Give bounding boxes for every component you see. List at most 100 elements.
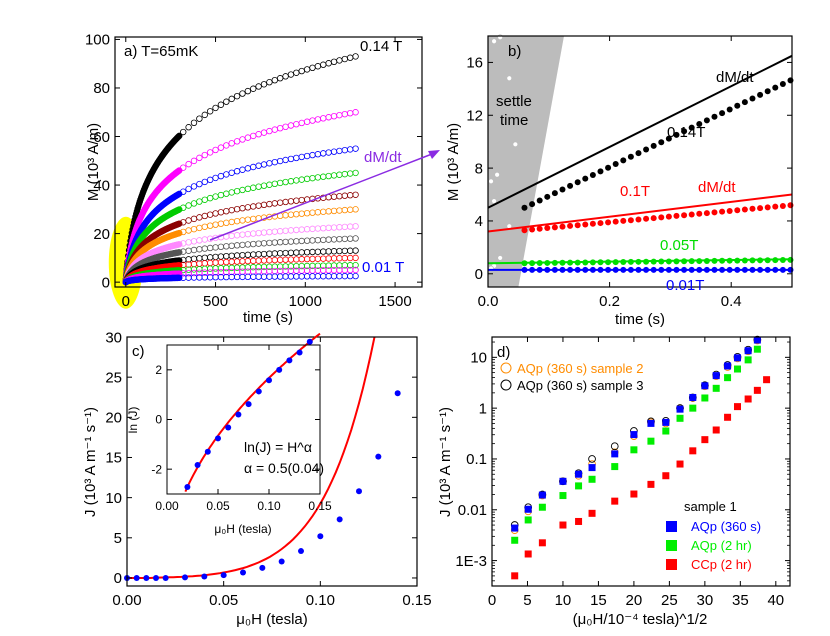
data-point [223,171,230,178]
data-point [206,176,214,184]
data-point [278,558,285,565]
data-point [206,211,214,218]
data-point [538,491,546,499]
data-point [741,206,748,213]
panel-d-xlabel: (μ₀H/10⁻⁴ tesla)^1/2 [573,611,708,628]
data-point [293,210,300,218]
data-point [336,255,343,262]
data-point [757,266,764,273]
data-point [244,230,252,238]
data-point [320,150,327,157]
data-point [276,250,284,257]
panel-b-dmdt-black: dM/dt [716,69,754,86]
data-point [233,268,241,275]
data-point [298,249,305,256]
x-tick-label: 15 [590,592,607,609]
data-point [341,146,349,154]
data-point [260,268,268,275]
data-point [744,356,752,364]
data-point [352,266,359,274]
data-point [352,145,359,152]
panel-a-ylabel: M (10³ A/m) [85,123,102,201]
data-point [559,477,567,485]
data-point [260,229,268,236]
data-point [271,76,278,84]
data-point [182,574,188,581]
data-point [341,170,349,178]
y-tick-label: 16 [466,55,483,72]
data-point [255,251,262,258]
data-point [266,250,273,257]
data-point [538,539,546,547]
data-point [749,257,756,264]
data-point [293,197,300,204]
data-point [320,255,327,262]
data-point [287,198,295,205]
data-point [271,158,278,166]
data-point [665,213,672,220]
data-point [696,258,703,265]
y-tick-label: 30 [105,329,122,346]
data-point [712,372,720,380]
data-point [551,259,558,266]
data-point [701,382,709,390]
panel-b: 0.0 0.2 0.4 0 4 8 12 16 b) settle time dM/dt 0.… [445,34,794,328]
data-point [630,490,638,498]
data-point [287,155,295,163]
data-point [701,436,709,444]
data-point [336,224,343,231]
data-point [185,227,192,234]
x-tick-label: 0.15 [402,592,431,609]
data-point [250,85,257,92]
data-point [196,214,203,221]
data-point [298,226,305,233]
data-point [223,243,230,250]
panel-b-frame [487,35,793,288]
legend-label-aqp2hr: AQp (2 hr) [691,538,752,553]
data-point [212,193,219,200]
data-point [233,217,241,225]
data-point [734,102,741,109]
data-point [196,255,203,262]
data-point [255,202,262,209]
data-point [665,258,672,265]
data-point [352,254,359,262]
data-point [711,257,718,264]
data-point [650,266,657,273]
data-point [233,232,241,239]
x-tick-label: 0.4 [721,293,742,310]
panel-a: 0 500 1000 1500 0 20 40 60 80 100 a) T=65mK 0.14 … [85,32,440,326]
data-point [643,258,650,265]
data-point [341,254,349,262]
data-point [605,219,612,226]
data-point [635,266,642,273]
x-tick-label: 0.00 [112,592,141,609]
data-point [196,115,203,122]
data-point [240,569,246,576]
panel-d-label: d) [497,344,510,361]
data-point [314,151,322,158]
data-point [325,255,332,262]
y-tick-label: 0.1 [466,451,487,468]
data-point [250,215,257,223]
data-point [627,266,634,273]
data-point [753,386,761,394]
data-point [772,266,779,273]
data-point [711,209,718,216]
data-point [325,114,332,121]
data-point [239,268,246,275]
data-point [244,216,252,223]
data-point [239,241,246,249]
data-point [282,198,289,206]
data-point [244,185,252,193]
data-point [529,201,536,208]
data-point [212,253,219,261]
data-point [346,223,354,230]
series-0.01T [488,266,794,273]
data-point [293,249,300,256]
data-point [255,229,262,237]
data-point [303,237,311,244]
data-point [352,191,359,198]
data-point [196,154,203,162]
y-tick-label: 4 [475,213,483,230]
